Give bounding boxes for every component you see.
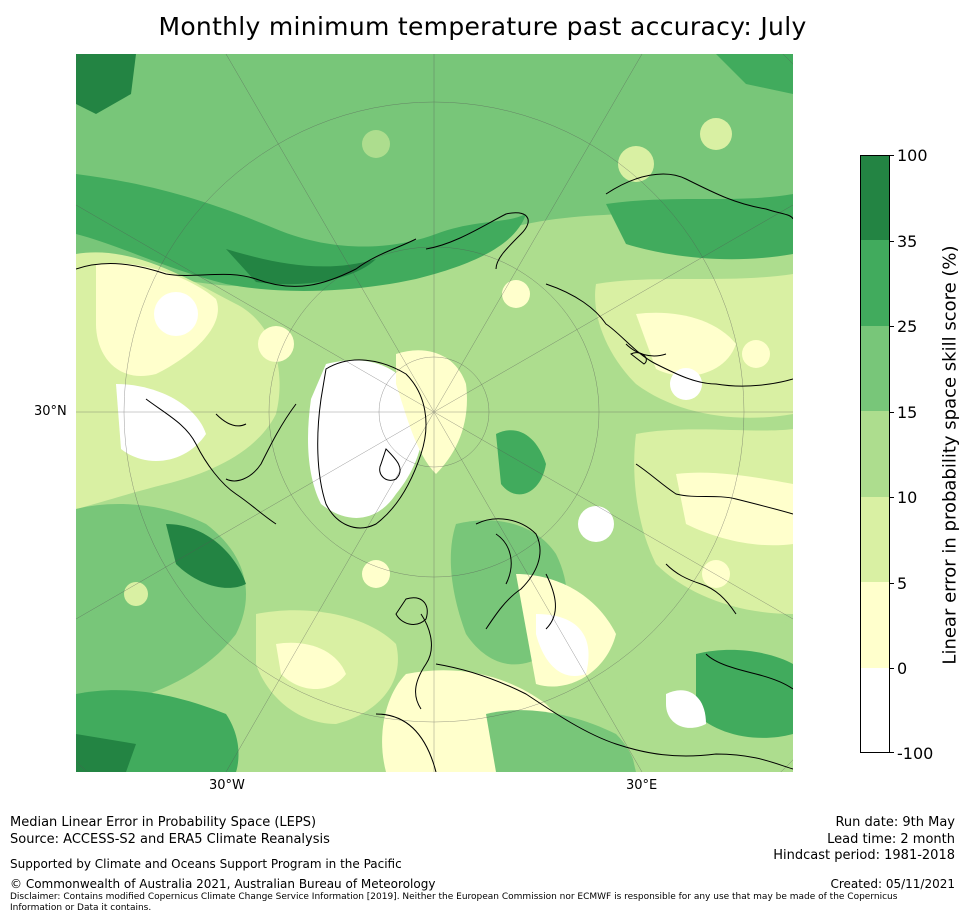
colorbar-tick: 35 bbox=[897, 232, 918, 251]
lat-tick-30n: 30°N bbox=[34, 404, 67, 419]
footer-copyright: © Commonwealth of Australia 2021, Austra… bbox=[10, 877, 436, 891]
lon-tick-30e: 30°E bbox=[626, 778, 658, 793]
footer-disclaimer: Disclaimer: Contains modified Copernicus… bbox=[10, 892, 898, 913]
chart-title: Monthly minimum temperature past accurac… bbox=[158, 12, 807, 41]
colorbar-tick: 100 bbox=[897, 146, 928, 165]
footer-hindcast-period: Hindcast period: 1981-2018 bbox=[773, 848, 955, 863]
colorbar-frame bbox=[860, 155, 890, 753]
footer-support-line: Supported by Climate and Oceans Support … bbox=[10, 857, 402, 871]
footer-source-line: Source: ACCESS-S2 and ERA5 Climate Reana… bbox=[10, 832, 330, 847]
footer-lead-time: Lead time: 2 month bbox=[827, 832, 955, 847]
colorbar-tick: 0 bbox=[897, 659, 908, 678]
colorbar-tick: 25 bbox=[897, 317, 918, 336]
colorbar-tick: 15 bbox=[897, 403, 918, 422]
footer-run-date: Run date: 9th May bbox=[835, 815, 955, 830]
footer-created-date: Created: 05/11/2021 bbox=[830, 877, 955, 891]
lon-tick-30w: 30°W bbox=[209, 778, 245, 793]
map-graphic bbox=[76, 54, 793, 772]
colorbar-tick: 5 bbox=[897, 574, 908, 593]
colorbar-tick: 10 bbox=[897, 488, 918, 507]
colorbar-tick: -100 bbox=[897, 744, 934, 763]
colorbar-bin-5-10 bbox=[860, 497, 890, 582]
colorbar-label: Linear error in probability space skill … bbox=[939, 245, 961, 665]
footer-leps-line: Median Linear Error in Probability Space… bbox=[10, 815, 317, 830]
colorbar bbox=[860, 155, 890, 753]
skill-map bbox=[76, 54, 793, 772]
